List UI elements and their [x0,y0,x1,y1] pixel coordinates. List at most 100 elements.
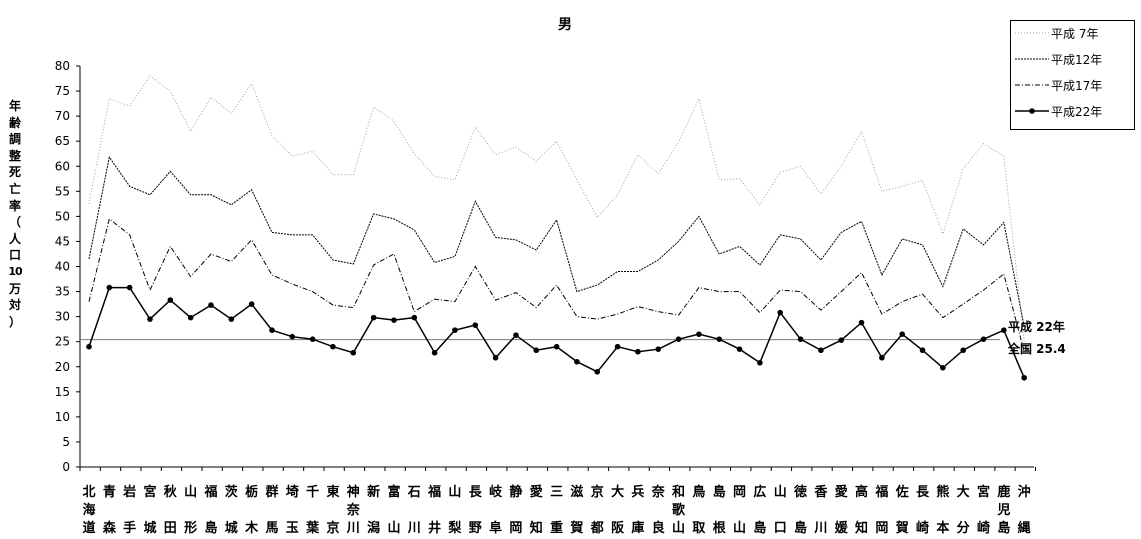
data-point [1001,327,1007,333]
svg-text:東: 東 [326,484,339,500]
svg-text:森: 森 [103,520,117,536]
svg-text:熊: 熊 [936,484,949,500]
data-point [187,314,194,321]
svg-text:梨: 梨 [447,520,462,536]
y-tick-label: 75 [55,84,70,98]
svg-text:青: 青 [103,484,116,500]
data-point [472,322,479,328]
data-point [594,368,601,375]
data-point [330,343,336,350]
svg-text:香: 香 [813,484,828,500]
svg-text:宮: 宮 [977,484,990,500]
svg-text:根: 根 [713,520,727,536]
svg-text:滋: 滋 [570,484,583,500]
svg-text:茨: 茨 [225,484,239,500]
svg-text:奈: 奈 [346,502,361,518]
x-tick-label: 青森 [103,484,117,536]
svg-text:福: 福 [874,484,888,500]
svg-text:川: 川 [407,521,421,536]
x-tick-label: 岡山 [733,485,746,536]
data-point [879,354,885,361]
data-point [167,297,174,303]
legend-label: 平成17年 [1051,79,1103,93]
x-tick-label: 山梨 [447,484,462,536]
svg-text:栃: 栃 [245,484,258,500]
legend-item-h12: 平成12年 [1011,49,1134,69]
svg-text:児: 児 [996,503,1010,518]
x-tick-label: 長野 [469,485,483,536]
data-point [696,331,702,337]
svg-text:島: 島 [753,520,766,536]
svg-text:山: 山 [733,520,746,536]
x-tick-label: 山口 [774,484,787,536]
svg-text:形: 形 [184,521,197,536]
svg-text:知: 知 [530,520,543,536]
data-point [350,349,357,356]
x-tick-label: 福岡 [874,484,888,536]
x-tick-label: 熊本 [936,484,949,536]
svg-text:分: 分 [957,520,970,536]
x-tick-label: 和歌山 [672,484,686,536]
series-2 [88,218,1025,352]
data-point [391,317,397,323]
y-tick-label: 40 [55,260,70,274]
x-tick-label: 長崎 [916,485,930,536]
svg-text:福: 福 [203,484,217,500]
data-point [309,336,316,342]
legend: 平成 7年 平成12年 平成17年 平成22年 [1010,20,1135,130]
svg-text:都: 都 [590,520,604,536]
data-point [777,309,784,316]
svg-text:良: 良 [652,520,665,536]
data-point [513,332,519,338]
data-point [533,347,540,354]
svg-text:長: 長 [469,485,483,500]
series-line [88,75,1025,342]
svg-text:群: 群 [265,484,278,500]
svg-text:埼: 埼 [286,484,299,500]
national-average-label-era: 平成 22年 [1008,320,1065,334]
svg-text:秋: 秋 [164,484,178,500]
series-1 [88,155,1025,327]
x-tick-label: 香川 [813,484,828,536]
legend-item-h22: 平成22年 [1011,101,1134,121]
x-tick-label: 山形 [184,484,197,536]
svg-text:井: 井 [428,520,441,536]
svg-text:庫: 庫 [631,520,644,536]
data-point [126,284,133,291]
y-tick-label: 35 [55,285,70,299]
data-point [797,336,804,342]
chart-axes: 0 5 10 15 20 25 30 35 40 45 50 55 60 65 70 75 80 [55,59,1037,474]
svg-text:岩: 岩 [122,484,136,500]
svg-text:広: 広 [753,484,766,500]
y-axis-label: 年齢調整死亡率（人口 10 万対） [8,99,22,329]
x-tick-label: 佐賀 [895,484,909,536]
data-point [716,336,723,342]
data-point [757,359,763,366]
svg-text:富: 富 [387,484,400,500]
data-point [818,347,824,354]
x-tick-label: 三重 [550,485,563,536]
svg-text:岡: 岡 [509,521,522,536]
svg-text:玉: 玉 [286,521,299,536]
x-tick-label: 千葉 [305,484,320,536]
legend-item-h17: 平成17年 [1011,75,1134,95]
legend-label: 平成12年 [1051,53,1103,67]
data-point [980,336,987,342]
svg-text:福: 福 [427,484,441,500]
data-point [452,327,458,333]
data-point [858,319,865,326]
svg-text:取: 取 [692,521,706,536]
svg-text:佐: 佐 [895,484,909,500]
x-tick-label: 高知 [855,484,868,536]
svg-text:阜: 阜 [489,520,502,536]
x-tick-label: 福井 [427,484,441,536]
x-tick-label: 茨城 [225,484,239,536]
x-tick-label: 石川 [407,485,421,536]
x-tick-label: 岩手 [122,484,136,536]
data-point [1021,374,1027,381]
x-tick-label: 宮崎 [977,484,990,536]
x-tick-label: 北海道 [82,485,95,536]
svg-text:葉: 葉 [305,520,320,536]
svg-text:重: 重 [550,520,563,536]
svg-text:川: 川 [813,521,827,536]
